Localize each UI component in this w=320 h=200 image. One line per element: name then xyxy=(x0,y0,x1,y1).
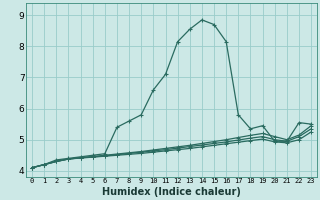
X-axis label: Humidex (Indice chaleur): Humidex (Indice chaleur) xyxy=(102,187,241,197)
